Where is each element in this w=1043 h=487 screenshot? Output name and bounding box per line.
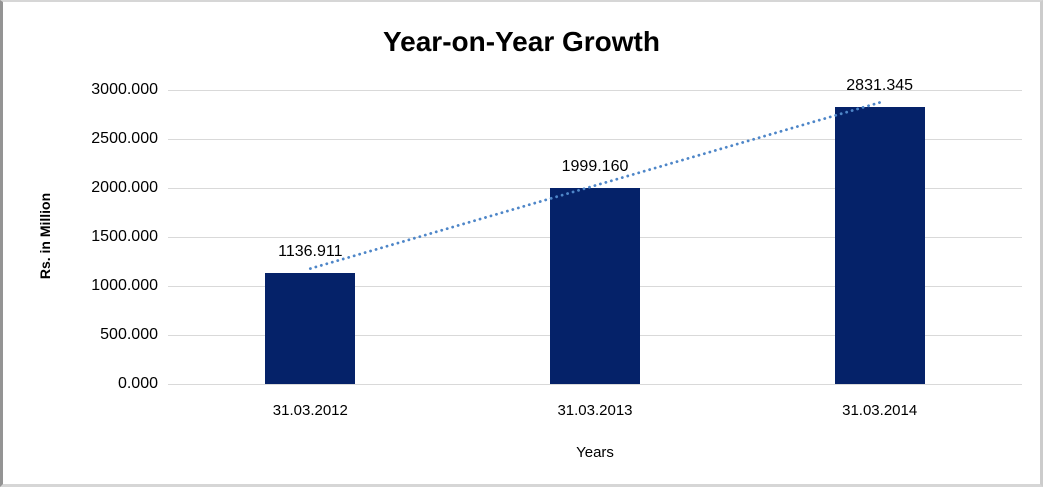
gridline <box>168 384 1022 385</box>
y-tick-label: 2500.000 <box>91 130 158 147</box>
y-tick-label: 0.000 <box>117 375 158 392</box>
bar-value-label: 1999.160 <box>561 158 629 176</box>
bar <box>834 106 925 384</box>
x-tick-label: 31.03.2014 <box>842 402 918 419</box>
plot-area <box>168 90 1022 385</box>
trendline-path <box>308 101 882 270</box>
y-tick-label: 1000.000 <box>91 277 158 294</box>
y-tick-label: 1500.000 <box>91 228 158 245</box>
x-tick-label: 31.03.2013 <box>557 402 633 419</box>
gridline <box>168 139 1022 140</box>
bar <box>550 188 640 384</box>
chart-title: Year-on-Year Growth <box>383 26 660 57</box>
bar-value-label: 1136.911 <box>278 242 343 260</box>
trendline <box>308 101 882 270</box>
bar-value-label: 2831.345 <box>846 76 914 94</box>
x-axis-title: Years <box>576 444 614 461</box>
y-tick-label: 500.000 <box>100 326 158 343</box>
y-tick-label: 3000.000 <box>91 81 158 98</box>
x-tick-label: 31.03.2012 <box>272 402 348 419</box>
gridline <box>168 90 1022 91</box>
bar <box>265 272 356 384</box>
y-tick-label: 2000.000 <box>91 179 158 196</box>
